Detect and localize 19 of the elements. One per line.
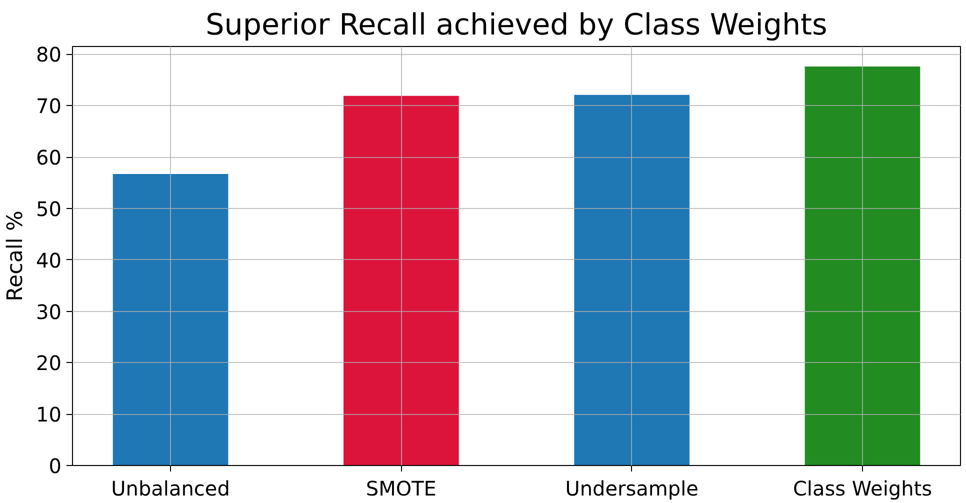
x-tick-label: SMOTE [366,476,436,500]
bar [112,174,228,466]
bar [804,66,920,466]
x-tick-label: Class Weights [792,476,932,500]
x-tick-label: Undersample [565,476,698,500]
chart-title: Superior Recall achieved by Class Weights [206,8,828,42]
y-tick-label: 0 [48,454,62,478]
y-tick-label: 70 [36,94,62,118]
x-tick-label: Unbalanced [111,476,230,500]
y-axis-title: Recall % [3,210,28,302]
y-tick-label: 10 [36,402,62,427]
y-tick-label: 20 [36,351,62,376]
y-tick-label: 80 [36,42,62,67]
y-tick-label: 40 [36,248,62,272]
bar [344,96,459,466]
y-tick-label: 50 [36,196,62,221]
y-tick-label: 30 [36,300,62,324]
bar [574,94,690,466]
y-tick-label: 60 [36,146,62,170]
